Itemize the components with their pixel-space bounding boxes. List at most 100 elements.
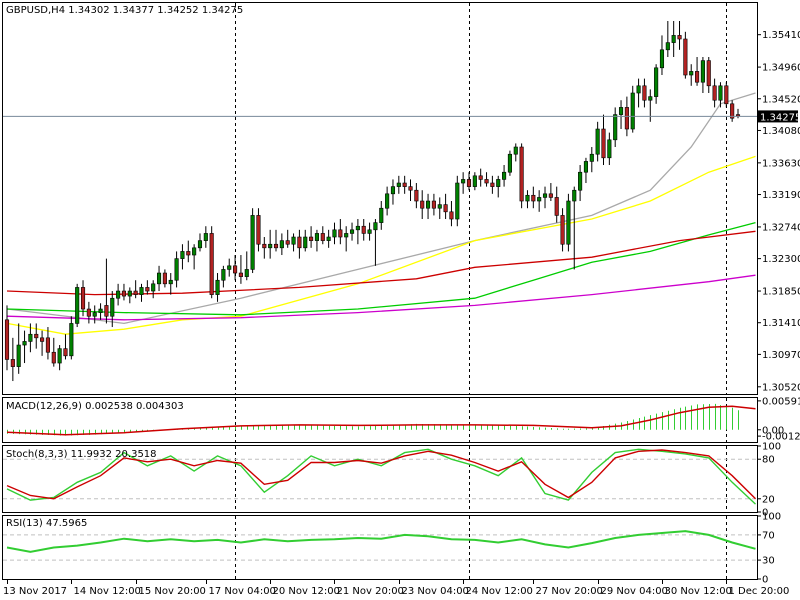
bullish-candle	[595, 128, 600, 155]
bullish-candle	[139, 287, 144, 295]
bullish-candle	[98, 308, 103, 313]
bearish-candle	[601, 128, 606, 159]
time-tick-label: 14 Nov 12:00	[74, 586, 141, 597]
axis-tick-label: 0	[762, 575, 768, 586]
axis-tick-label: 1.33630	[762, 158, 800, 169]
current-price-marker: 1.34275	[758, 110, 800, 123]
rsi-line	[3, 530, 757, 561]
bullish-candle	[373, 222, 378, 231]
bullish-candle	[344, 233, 349, 238]
bullish-candle	[291, 236, 296, 245]
macd-separators	[235, 398, 727, 442]
time-tick-label: 24 Nov 12:00	[466, 586, 533, 597]
macd-pane-border	[2, 397, 758, 443]
bullish-candle	[279, 240, 284, 249]
bullish-candle	[197, 240, 203, 249]
bearish-candle	[45, 337, 50, 353]
bearish-candle	[133, 290, 138, 295]
bullish-candle	[718, 85, 723, 101]
bullish-candle	[507, 153, 512, 173]
bearish-candle	[86, 308, 91, 317]
bullish-candle	[613, 114, 618, 141]
moving-average-line	[6, 221, 756, 316]
axis-tick-label: 0.005912	[762, 396, 800, 407]
bullish-candle	[244, 269, 249, 277]
bullish-candle	[578, 171, 583, 191]
bullish-candle	[671, 35, 676, 43]
bullish-candle	[192, 247, 197, 256]
macd-pane[interactable]: MACD(12,26,9) 0.002538 0.004303 0.005912…	[2, 396, 800, 443]
time-tick-label: 27 Nov 20:00	[536, 586, 603, 597]
axis-tick-label: 1.34960	[762, 63, 800, 74]
price-axis: 1.35410 1.34960 1.34520 1.34080 1.33630 1.331…	[757, 30, 800, 393]
axis-tick-label: 1.33190	[762, 190, 800, 201]
bearish-candle	[34, 333, 39, 339]
axis-tick-label: 100	[762, 442, 781, 453]
bullish-candle	[618, 107, 624, 115]
bearish-candle	[162, 272, 167, 285]
bullish-candle	[92, 312, 97, 317]
bullish-candle	[472, 175, 477, 187]
bullish-candle	[326, 236, 331, 241]
bearish-candle	[408, 186, 413, 191]
bearish-candle	[309, 236, 314, 241]
bullish-candle	[180, 251, 185, 259]
bearish-candle	[735, 114, 741, 117]
axis-tick-label: 1.34520	[762, 94, 800, 105]
bearish-candle	[554, 197, 559, 216]
axis-tick-label: 30	[762, 556, 775, 567]
bullish-candle	[75, 287, 80, 324]
bearish-candle	[80, 287, 86, 310]
bearish-candle	[414, 189, 419, 202]
bearish-candle	[256, 215, 261, 245]
bullish-candle	[542, 193, 548, 198]
bullish-candle	[654, 67, 659, 97]
bullish-candle	[28, 333, 33, 342]
time-tick-label: 13 Nov 2017	[3, 586, 67, 597]
rsi-pane[interactable]: RSI(13) 47.5965 100 70 30 0	[2, 512, 782, 586]
axis-tick-label: 1.31410	[762, 318, 800, 329]
price-pane[interactable]: GBPUSD,H4 1.34302 1.34377 1.34252 1.3427…	[2, 2, 800, 395]
candlesticks	[4, 21, 741, 382]
stoch-pane[interactable]: Stoch(8,3,3) 11.9932 20.3518 100 80 20 0	[2, 442, 782, 519]
bearish-candle	[338, 229, 343, 238]
bearish-candle	[712, 85, 717, 101]
time-tick-label: 21 Nov 20:00	[337, 586, 404, 597]
bullish-candle	[689, 71, 694, 76]
axis-tick-label: 0	[762, 508, 768, 519]
bearish-candle	[449, 211, 454, 220]
bullish-candle	[379, 207, 384, 223]
time-tick-label: 30 Nov 12:00	[665, 586, 732, 597]
bullish-candle	[314, 233, 319, 241]
bearish-candle	[478, 175, 483, 180]
bullish-candle	[525, 194, 530, 202]
bearish-candle	[724, 85, 729, 105]
bullish-candle	[572, 189, 577, 202]
bullish-candle	[116, 290, 121, 299]
time-tick-label: 17 Nov 04:00	[209, 586, 276, 597]
bearish-candle	[531, 194, 536, 202]
time-tick-label: 29 Nov 04:00	[601, 586, 668, 597]
svg-text:1.34275: 1.34275	[760, 112, 800, 123]
bearish-candle	[402, 182, 407, 187]
price-pane-title: GBPUSD,H4 1.34302 1.34377 1.34252 1.3427…	[6, 5, 243, 16]
bearish-candle	[642, 85, 647, 101]
bullish-candle	[355, 225, 360, 231]
bullish-candle	[221, 269, 226, 281]
bearish-candle	[104, 305, 109, 317]
bullish-candle	[268, 243, 273, 249]
period-separators	[235, 3, 727, 394]
stoch-series-line	[6, 449, 756, 500]
bearish-candle	[519, 146, 524, 202]
axis-tick-label: 80	[762, 455, 775, 466]
bullish-candle	[437, 204, 442, 209]
bullish-candle	[390, 186, 396, 195]
time-tick-label: 20 Nov 12:00	[273, 586, 340, 597]
macd-pane-title: MACD(12,26,9) 0.002538 0.004303	[6, 401, 184, 412]
bullish-candle	[203, 233, 208, 241]
bullish-candle	[168, 279, 173, 285]
bearish-candle	[145, 287, 150, 292]
bullish-candle	[496, 179, 501, 187]
